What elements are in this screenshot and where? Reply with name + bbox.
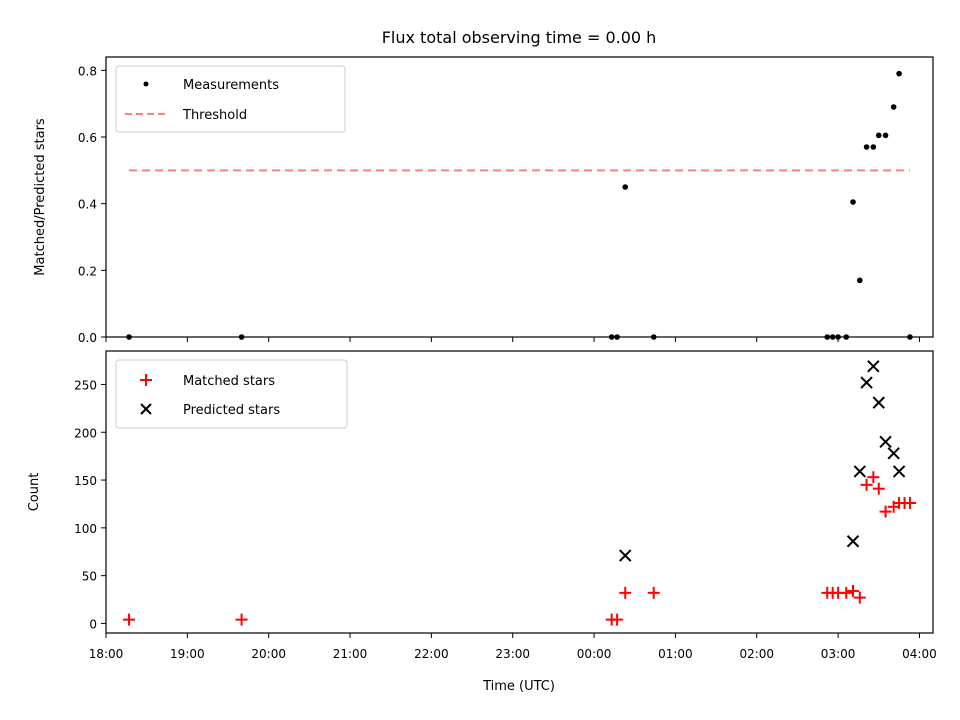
bottom-y-ticks: 0 50 100 150 200 250: [74, 378, 106, 631]
bottom-y-tick-label: 100: [74, 522, 97, 536]
matched-point: [647, 586, 660, 599]
predicted-point: [846, 535, 860, 548]
x-tick-label: 00:00: [577, 647, 612, 661]
measurement-point: [126, 334, 132, 340]
legend-matched-marker: [140, 374, 152, 386]
matched-point: [611, 613, 624, 626]
matched-point: [840, 586, 853, 599]
x-tick-label: 03:00: [821, 647, 856, 661]
matched-point: [847, 584, 860, 597]
top-legend-box: [115, 65, 346, 133]
x-tick-label: 21:00: [333, 647, 368, 661]
top-y-tick-label: 0.2: [78, 264, 97, 278]
measurement-point: [238, 334, 245, 340]
bottom-y-tick-label: 150: [74, 474, 97, 488]
legend-predicted-marker: [140, 403, 152, 415]
matched-point: [872, 482, 885, 495]
predicted-point: [872, 396, 885, 409]
measurement-point: [907, 334, 913, 340]
predicted-point: [860, 376, 873, 389]
bottom-plot-frame: [105, 350, 934, 634]
predicted-point: [887, 447, 900, 460]
measurement-point: [882, 132, 889, 139]
bottom-y-tick-label: 200: [74, 426, 97, 440]
predicted-point: [879, 435, 892, 449]
legend-threshold-label: Threshold: [182, 108, 247, 123]
top-x-ticks: [105, 337, 920, 342]
bottom-y-tick-label: 250: [74, 378, 97, 392]
predicted-point: [867, 360, 880, 373]
x-tick-label: 04:00: [902, 647, 937, 661]
matched-points: [123, 471, 916, 626]
predicted-point: [619, 549, 632, 562]
top-y-tick-label: 0.6: [78, 131, 97, 145]
measurement-point: [863, 144, 870, 150]
measurement-point: [896, 70, 902, 77]
x-tick-label: 20:00: [251, 647, 286, 661]
measurement-point: [824, 334, 831, 340]
bottom-y-tick-label: 50: [82, 570, 97, 584]
x-tick-label: 22:00: [414, 647, 449, 661]
top-y-axis-label: Matched/Predicted stars: [33, 118, 48, 276]
x-tick-label: 18:00: [89, 647, 124, 661]
bottom-legend-box: [115, 359, 348, 429]
legend-matched-label: Matched stars: [183, 374, 275, 389]
matched-point: [123, 613, 136, 626]
measurement-point: [850, 199, 856, 205]
predicted-points: [619, 360, 906, 562]
matched-point: [860, 478, 873, 491]
x-tick-label: 23:00: [495, 647, 530, 661]
top-legend: Measurements Threshold: [115, 65, 346, 133]
x-tick-label: 01:00: [658, 647, 693, 661]
top-y-ticks: 0.0 0.2 0.4 0.6 0.8: [78, 64, 106, 345]
top-y-tick-label: 0.4: [78, 198, 97, 212]
bottom-x-ticks: 18:00 19:00 20:00 21:00 22:00 23:00 00:00 01:00…: [89, 633, 937, 661]
legend-measurements-marker: [143, 81, 149, 87]
predicted-point: [853, 465, 866, 478]
measurement-point: [835, 334, 841, 340]
measurement-point: [843, 334, 850, 340]
x-axis-label: Time (UTC): [482, 679, 555, 694]
matched-point: [867, 471, 880, 484]
matched-point: [903, 496, 916, 509]
measurement-points: [126, 70, 913, 340]
top-plot-frame: [105, 56, 934, 338]
legend-predicted-label: Predicted stars: [183, 403, 280, 418]
x-tick-label: 02:00: [739, 647, 774, 661]
measurement-point: [829, 334, 836, 340]
top-y-tick-label: 0.0: [78, 331, 97, 345]
top-y-tick-label: 0.8: [78, 64, 97, 78]
measurement-point: [608, 334, 615, 340]
x-tick-label: 19:00: [170, 647, 205, 661]
measurement-point: [890, 104, 897, 110]
bottom-y-tick-label: 0: [89, 617, 97, 631]
matched-point: [235, 613, 248, 626]
matched-point: [853, 591, 866, 604]
measurement-point: [875, 132, 882, 139]
legend-measurements-label: Measurements: [183, 78, 279, 93]
measurement-point: [622, 184, 629, 190]
chart-title: Flux total observing time = 0.00 h: [382, 28, 657, 47]
bottom-legend: Matched stars Predicted stars: [115, 359, 348, 429]
measurement-point: [870, 144, 877, 150]
bottom-panel: 0 50 100 150 200 250 18:00 19:00 20:00 21:00 22:0…: [27, 350, 937, 694]
predicted-point: [892, 465, 906, 478]
matched-point: [879, 505, 892, 518]
bottom-y-axis-label: Count: [27, 473, 42, 512]
measurement-point: [614, 334, 620, 340]
measurement-point: [650, 334, 657, 340]
matched-point: [619, 586, 632, 599]
top-panel: 0.00.20.40.60.8 Matched/Predicted stars …: [33, 56, 934, 345]
measurement-point: [856, 277, 863, 284]
